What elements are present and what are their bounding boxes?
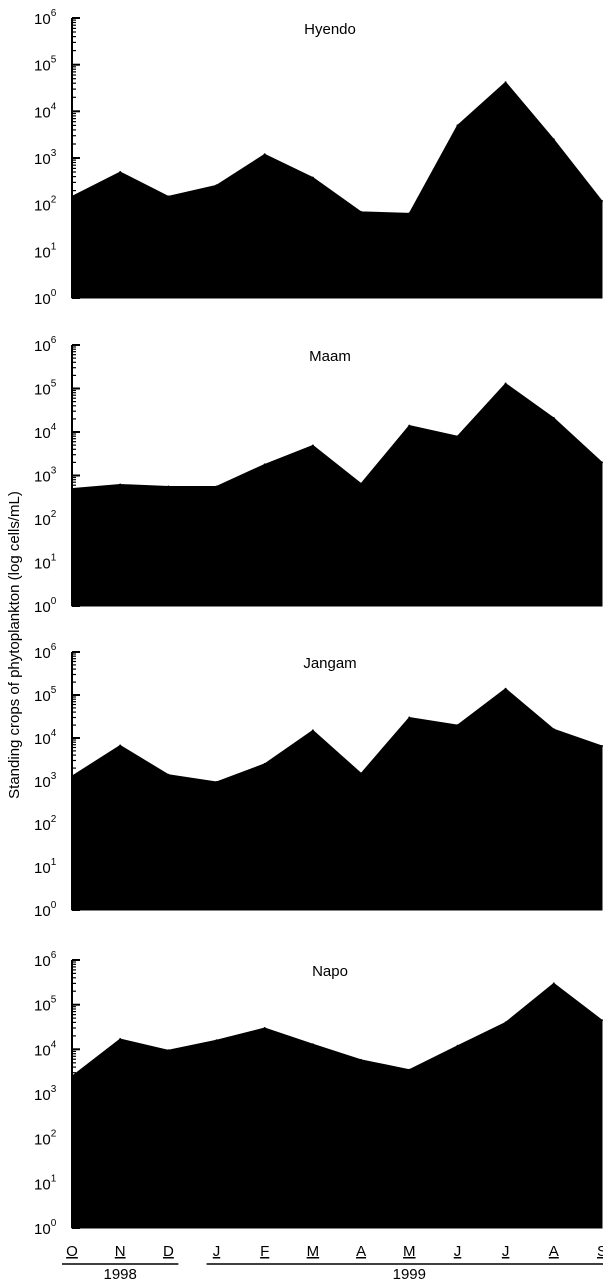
data-point — [360, 482, 363, 485]
x-axis: O N D J F M A M J J A S 1998 1999 — [62, 1243, 603, 1283]
y-tick-label: 103 — [34, 1084, 57, 1104]
y-tick-label: 106 — [34, 335, 57, 355]
y-tick-label: 105 — [34, 995, 57, 1015]
y-tick-label: 104 — [34, 1039, 57, 1059]
x-tick-label: J — [454, 1243, 462, 1260]
data-point — [408, 1068, 411, 1071]
y-tick-label: 106 — [34, 950, 57, 970]
y-tick-label: 103 — [34, 771, 57, 791]
y-tick-label: 103 — [34, 466, 57, 486]
data-point — [504, 687, 507, 690]
x-tick-label: O — [66, 1243, 78, 1260]
panel-2: 100 101 102 103 104 105 106 Jangam — [34, 642, 603, 920]
panels: 100101102103104105106Hyendo1001011021031… — [34, 8, 603, 1238]
x-tick-label: A — [356, 1243, 366, 1260]
data-point — [311, 729, 314, 732]
x-tick-label: J — [502, 1243, 510, 1260]
area-series — [71, 688, 603, 911]
data-point — [119, 483, 122, 486]
x-tick-label: N — [115, 1243, 126, 1260]
y-tick-label: 103 — [34, 148, 57, 168]
y-tick-label: 102 — [34, 814, 57, 834]
y-tick-label: 106 — [34, 8, 57, 28]
data-point — [552, 982, 555, 985]
y-tick-label: 101 — [34, 1173, 57, 1193]
data-point — [504, 81, 507, 84]
y-tick-label: 104 — [34, 728, 57, 748]
x-tick-label: M — [307, 1243, 320, 1260]
area-series — [71, 81, 603, 299]
y-tick-label: 102 — [34, 1129, 57, 1149]
x-tick-label: F — [260, 1243, 269, 1260]
data-point — [456, 435, 459, 438]
panel-title: Napo — [312, 963, 348, 980]
data-point — [215, 781, 218, 783]
area-series — [71, 382, 603, 607]
data-point — [504, 1021, 507, 1024]
data-point — [408, 716, 411, 719]
data-point — [408, 212, 411, 215]
data-point — [360, 1058, 363, 1061]
data-point — [167, 485, 170, 488]
panel-1: 100 101 102 103 104 105 106 Maam — [34, 335, 603, 616]
data-point — [215, 184, 218, 187]
y-tick-label: 106 — [34, 642, 57, 662]
data-point — [456, 124, 459, 127]
data-point — [263, 463, 266, 466]
panel-0: 100 101 102 103 104 105 106 Hyendo — [34, 8, 603, 308]
y-tick-label: 104 — [34, 101, 57, 121]
y-tick-label: 105 — [34, 379, 57, 399]
data-point — [167, 195, 170, 198]
data-point — [360, 210, 363, 213]
data-point — [311, 1043, 314, 1046]
data-point — [119, 171, 122, 173]
data-point — [263, 153, 266, 156]
data-point — [504, 382, 507, 385]
year-label: 1999 — [393, 1266, 426, 1283]
x-tick-label: M — [403, 1243, 416, 1260]
panel-title: Jangam — [303, 655, 356, 672]
data-point — [552, 728, 555, 731]
y-tick-label: 102 — [34, 509, 57, 529]
data-point — [552, 417, 555, 419]
data-point — [119, 1038, 122, 1040]
data-point — [215, 1039, 218, 1042]
data-point — [263, 1027, 266, 1029]
data-point — [311, 176, 314, 179]
data-point — [456, 724, 459, 727]
x-tick-label: D — [163, 1243, 174, 1260]
y-tick-label: 104 — [34, 422, 57, 442]
data-point — [311, 444, 314, 447]
area-series — [71, 982, 603, 1229]
y-tick-label: 100 — [34, 596, 57, 616]
y-axis-label: Standing crops of phytoplankton (log cel… — [6, 491, 23, 799]
x-tick-label: A — [549, 1243, 559, 1260]
data-point — [456, 1044, 459, 1047]
data-point — [263, 762, 266, 765]
y-tick-label: 101 — [34, 857, 57, 877]
panel-title: Hyendo — [304, 21, 356, 38]
panel-3: 100 101 102 103 104 105 106 Napo — [34, 950, 603, 1238]
data-point — [215, 485, 218, 488]
y-tick-label: 100 — [34, 1218, 57, 1238]
data-point — [360, 772, 363, 775]
x-tick-label: S — [597, 1243, 603, 1260]
year-label: 1998 — [104, 1266, 137, 1283]
y-tick-label: 100 — [34, 900, 57, 920]
y-tick-label: 102 — [34, 195, 57, 215]
y-tick-label: 101 — [34, 241, 57, 261]
y-tick-label: 101 — [34, 553, 57, 573]
data-point — [167, 1049, 170, 1052]
y-tick-label: 100 — [34, 288, 57, 308]
data-point — [167, 773, 170, 776]
y-tick-label: 105 — [34, 55, 57, 75]
panel-title: Maam — [309, 348, 351, 365]
x-tick-label: J — [213, 1243, 221, 1260]
data-point — [552, 138, 555, 141]
data-point — [119, 744, 122, 747]
y-tick-label: 105 — [34, 685, 57, 705]
data-point — [408, 424, 411, 427]
